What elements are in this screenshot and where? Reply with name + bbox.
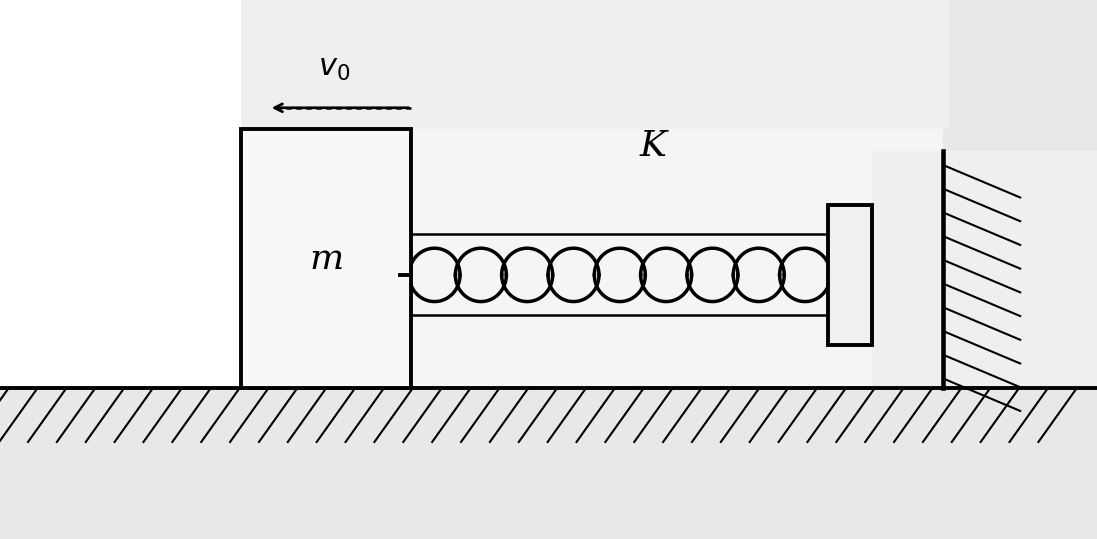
Bar <box>872 151 1097 388</box>
Bar <box>411 129 943 388</box>
Bar <box>241 129 411 388</box>
Bar <box>828 205 872 345</box>
Text: $v_0$: $v_0$ <box>318 52 351 83</box>
Bar <box>0 0 461 388</box>
Text: K: K <box>640 128 666 163</box>
Bar <box>241 0 949 129</box>
Text: m: m <box>309 241 344 276</box>
